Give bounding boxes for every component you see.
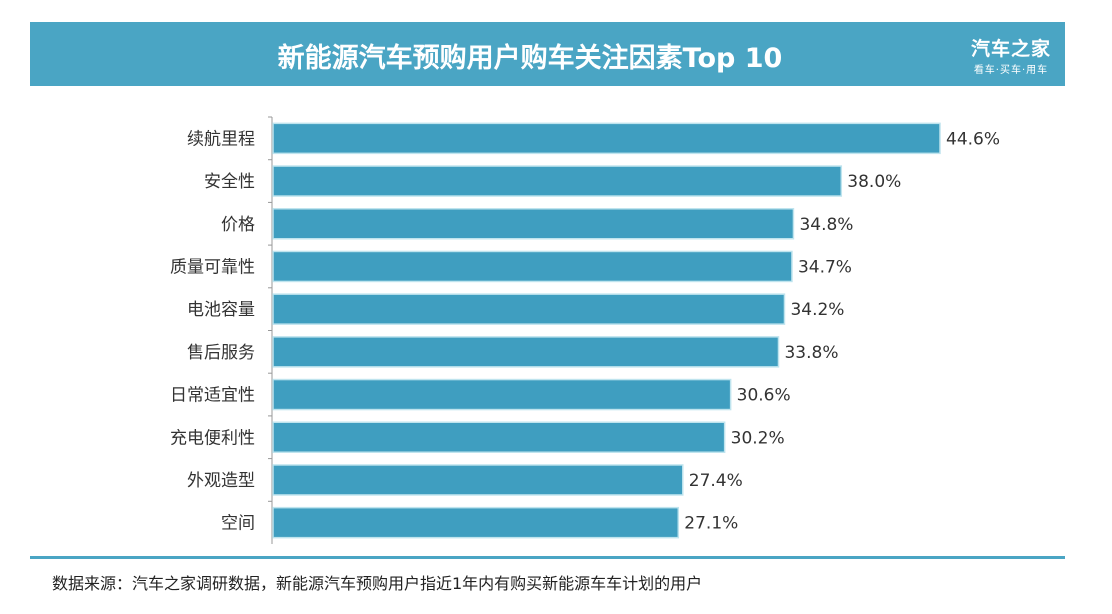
autohome-logo: 汽车之家 看车·买车·用车 bbox=[971, 34, 1051, 76]
value-label: 44.6% bbox=[946, 129, 1000, 149]
value-label: 30.2% bbox=[731, 428, 785, 448]
category-label: 价格 bbox=[221, 215, 255, 235]
value-label: 34.7% bbox=[798, 257, 852, 277]
category-label: 充电便利性 bbox=[170, 428, 255, 448]
category-label: 续航里程 bbox=[187, 129, 255, 149]
value-label: 27.1% bbox=[684, 514, 738, 534]
logo-main-text: 汽车之家 bbox=[970, 38, 1051, 60]
bar bbox=[272, 378, 732, 411]
bar-chart: 续航里程 44.6% 安全性 38.0% 价格 34.8% 质量可靠性 34.7% 电池容量 34… bbox=[170, 116, 1000, 544]
value-label: 30.6% bbox=[737, 386, 791, 406]
category-label: 安全性 bbox=[204, 172, 255, 192]
value-label: 33.8% bbox=[784, 343, 838, 363]
bar bbox=[272, 250, 793, 283]
value-label: 34.8% bbox=[799, 215, 853, 235]
data-source-note: 数据来源：汽车之家调研数据，新能源汽车预购用户指近1年内有购买新能源车车计划的用… bbox=[52, 574, 703, 593]
bar bbox=[272, 165, 843, 197]
bar bbox=[272, 506, 680, 539]
category-label: 日常适宜性 bbox=[170, 386, 255, 406]
value-label: 38.0% bbox=[847, 172, 901, 192]
category-label: 售后服务 bbox=[187, 343, 255, 363]
bar bbox=[272, 464, 684, 496]
value-label: 27.4% bbox=[689, 471, 743, 491]
bar bbox=[272, 293, 786, 325]
bar bbox=[272, 122, 941, 155]
category-label: 空间 bbox=[221, 514, 255, 534]
logo-sub-text: 看车·买车·用车 bbox=[973, 65, 1049, 76]
footer-divider bbox=[30, 556, 1065, 559]
bar bbox=[272, 208, 795, 240]
category-label: 电池容量 bbox=[187, 300, 255, 320]
title-banner: 新能源汽车预购用户购车关注因素Top 10 汽车之家 看车·买车·用车 bbox=[30, 22, 1065, 86]
category-label: 外观造型 bbox=[187, 471, 255, 491]
category-label: 质量可靠性 bbox=[170, 257, 255, 277]
value-label: 34.2% bbox=[790, 300, 844, 320]
bar bbox=[272, 336, 780, 368]
chart-title: 新能源汽车预购用户购车关注因素Top 10 bbox=[277, 43, 783, 74]
bar bbox=[272, 421, 726, 453]
